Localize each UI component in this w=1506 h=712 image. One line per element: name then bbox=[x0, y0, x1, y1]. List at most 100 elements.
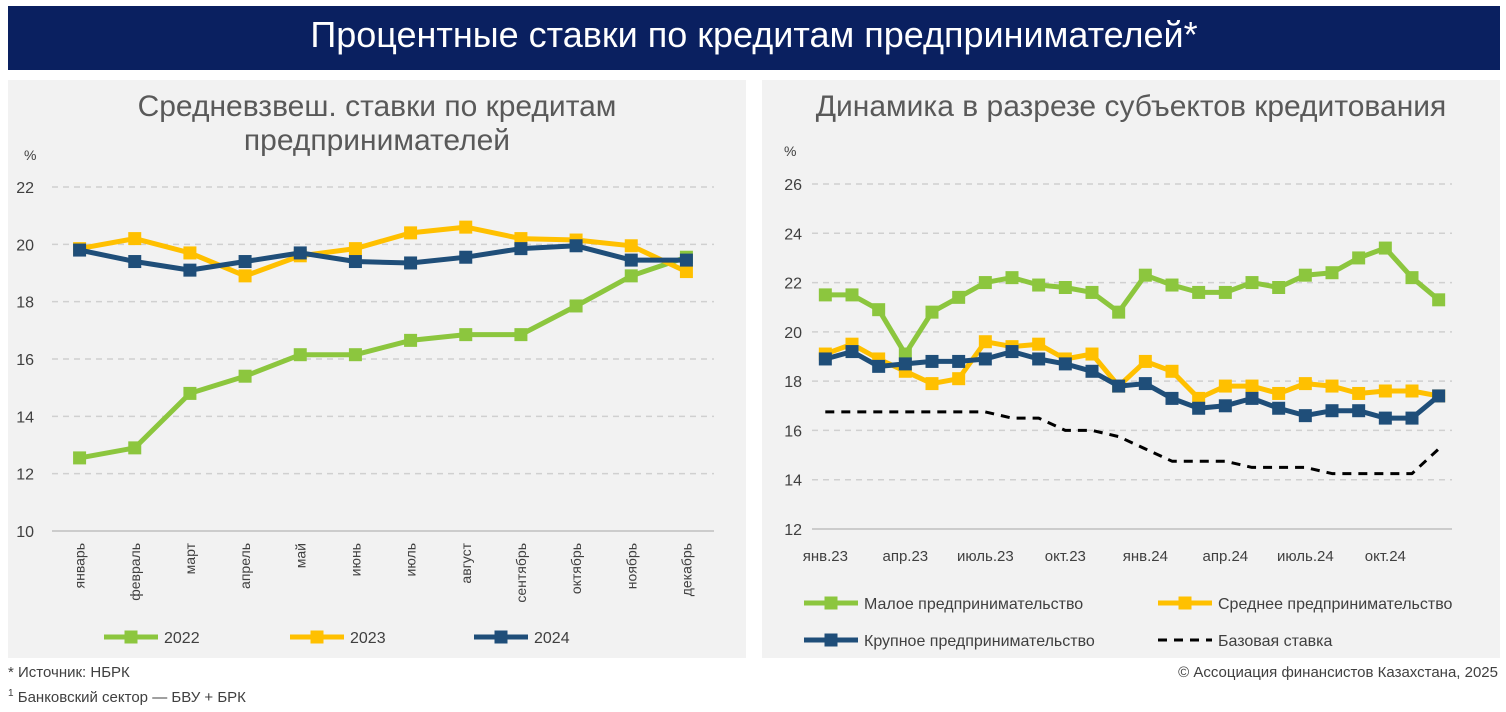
x-tick-label: окт.23 bbox=[1045, 548, 1086, 565]
y-tick-label: 16 bbox=[16, 352, 34, 369]
x-tick-label: январь bbox=[72, 543, 88, 588]
legend-label: 2023 bbox=[350, 630, 386, 647]
data-point-2023 bbox=[624, 239, 638, 253]
data-point-2024 bbox=[404, 256, 418, 270]
data-point-среднее-предпринимательство bbox=[952, 372, 966, 386]
right-chart-panel: Динамика в разрезе субъектов кредитовани… bbox=[762, 80, 1500, 658]
data-point-2022 bbox=[128, 441, 142, 455]
x-tick-label: апрель bbox=[237, 543, 253, 589]
footnote-text: Банковский сектор — БВУ + БРК bbox=[13, 689, 246, 706]
data-point-малое-предпринимательство bbox=[1058, 281, 1072, 294]
data-point-2023 bbox=[348, 242, 362, 256]
data-point-крупное-предпринимательство bbox=[1245, 391, 1259, 405]
x-tick-label: июль.23 bbox=[957, 548, 1014, 565]
legend-label: Крупное предпринимательство bbox=[864, 633, 1095, 650]
legend-label: Среднее предпринимательство bbox=[1218, 596, 1453, 613]
x-tick-label: янв.23 bbox=[803, 548, 848, 565]
x-tick-label: янв.24 bbox=[1123, 548, 1168, 565]
data-point-малое-предпринимательство bbox=[1218, 285, 1232, 299]
data-point-малое-предпринимательство bbox=[1032, 278, 1046, 292]
data-point-крупное-предпринимательство bbox=[1432, 389, 1446, 403]
data-point-2022 bbox=[624, 269, 638, 283]
data-point-2024 bbox=[624, 253, 638, 267]
x-tick-label: окт.24 bbox=[1365, 548, 1406, 565]
y-tick-label: 14 bbox=[16, 409, 34, 426]
data-point-2022 bbox=[569, 299, 583, 313]
data-point-малое-предпринимательство bbox=[952, 290, 966, 304]
legend-marker bbox=[824, 633, 838, 647]
data-point-среднее-предпринимательство bbox=[1272, 386, 1286, 400]
data-point-среднее-предпринимательство bbox=[1085, 347, 1099, 361]
x-tick-label: июль bbox=[403, 543, 419, 576]
data-point-крупное-предпринимательство bbox=[818, 352, 832, 366]
x-tick-label: сентябрь bbox=[513, 543, 529, 603]
data-point-2024 bbox=[459, 250, 473, 264]
data-point-2023 bbox=[679, 265, 693, 279]
data-point-малое-предпринимательство bbox=[845, 288, 859, 302]
data-point-среднее-предпринимательство bbox=[1032, 337, 1046, 351]
data-point-2024 bbox=[569, 239, 583, 253]
x-tick-label: октябрь bbox=[568, 543, 584, 594]
data-point-2023 bbox=[183, 246, 197, 260]
y-tick-label: 16 bbox=[784, 423, 802, 440]
data-point-крупное-предпринимательство bbox=[978, 352, 992, 366]
data-point-среднее-предпринимательство bbox=[1405, 384, 1419, 398]
y-tick-label: 12 bbox=[784, 522, 802, 539]
data-point-2022 bbox=[404, 333, 418, 347]
data-point-малое-предпринимательство bbox=[898, 347, 912, 361]
x-tick-label: ноябрь bbox=[623, 543, 639, 589]
y-tick-label: 22 bbox=[16, 180, 34, 197]
data-point-крупное-предпринимательство bbox=[1298, 409, 1312, 423]
data-point-малое-предпринимательство bbox=[1192, 285, 1206, 299]
data-point-среднее-предпринимательство bbox=[1192, 391, 1206, 405]
x-tick-label: февраль bbox=[127, 543, 143, 601]
data-point-крупное-предпринимательство bbox=[1138, 377, 1152, 391]
y-tick-label: 10 bbox=[16, 524, 34, 541]
data-point-малое-предпринимательство bbox=[1405, 271, 1419, 285]
data-point-крупное-предпринимательство bbox=[1272, 401, 1286, 415]
data-point-среднее-предпринимательство bbox=[978, 335, 992, 349]
x-tick-label: июнь bbox=[347, 543, 363, 576]
data-point-среднее-предпринимательство bbox=[1138, 354, 1152, 368]
bank-sector-footnote: 1 Банковский сектор — БВУ + БРК bbox=[8, 688, 246, 706]
data-point-малое-предпринимательство bbox=[1138, 268, 1152, 282]
legend-marker bbox=[824, 596, 838, 610]
data-point-малое-предпринимательство bbox=[925, 305, 939, 319]
data-point-малое-предпринимательство bbox=[818, 288, 832, 302]
data-point-крупное-предпринимательство bbox=[845, 345, 859, 359]
data-point-крупное-предпринимательство bbox=[898, 357, 912, 371]
data-point-малое-предпринимательство bbox=[1165, 278, 1179, 292]
series-line-среднее-предпринимательство bbox=[824, 339, 1440, 401]
data-point-крупное-предпринимательство bbox=[1165, 391, 1179, 405]
legend-marker bbox=[494, 630, 508, 644]
data-point-2023 bbox=[238, 269, 252, 283]
data-point-крупное-предпринимательство bbox=[1325, 404, 1339, 418]
y-tick-label: 20 bbox=[16, 237, 34, 254]
data-point-2023 bbox=[404, 226, 418, 240]
data-point-крупное-предпринимательство bbox=[1032, 352, 1046, 366]
data-point-2022 bbox=[238, 369, 252, 383]
data-point-2023 bbox=[128, 232, 142, 246]
footnote-mark: 1 bbox=[8, 688, 14, 699]
data-point-крупное-предпринимательство bbox=[1352, 404, 1366, 418]
series-line-2023 bbox=[79, 224, 688, 279]
legend-marker bbox=[1178, 596, 1192, 610]
data-point-малое-предпринимательство bbox=[1085, 285, 1099, 299]
x-tick-label: август bbox=[458, 542, 474, 583]
data-point-малое-предпринимательство bbox=[1112, 305, 1126, 319]
series-line-базовая-ставка bbox=[825, 410, 1440, 476]
data-point-малое-предпринимательство bbox=[1298, 268, 1312, 282]
data-point-малое-предпринимательство bbox=[1378, 241, 1392, 255]
data-point-крупное-предпринимательство bbox=[1218, 399, 1232, 413]
data-point-малое-предпринимательство bbox=[1245, 276, 1259, 290]
y-tick-label: 20 bbox=[784, 325, 802, 342]
data-point-2024 bbox=[293, 246, 307, 260]
right-chart-title: Динамика в разрезе субъектов кредитовани… bbox=[815, 90, 1447, 123]
y-tick-label: 18 bbox=[784, 374, 802, 391]
data-point-2024 bbox=[128, 255, 142, 269]
series-line-малое-предпринимательство bbox=[825, 245, 1441, 357]
x-tick-label: апр.23 bbox=[882, 548, 928, 565]
y-tick-label: 12 bbox=[16, 467, 34, 484]
series-line-крупное-предпринимательство bbox=[824, 349, 1441, 421]
